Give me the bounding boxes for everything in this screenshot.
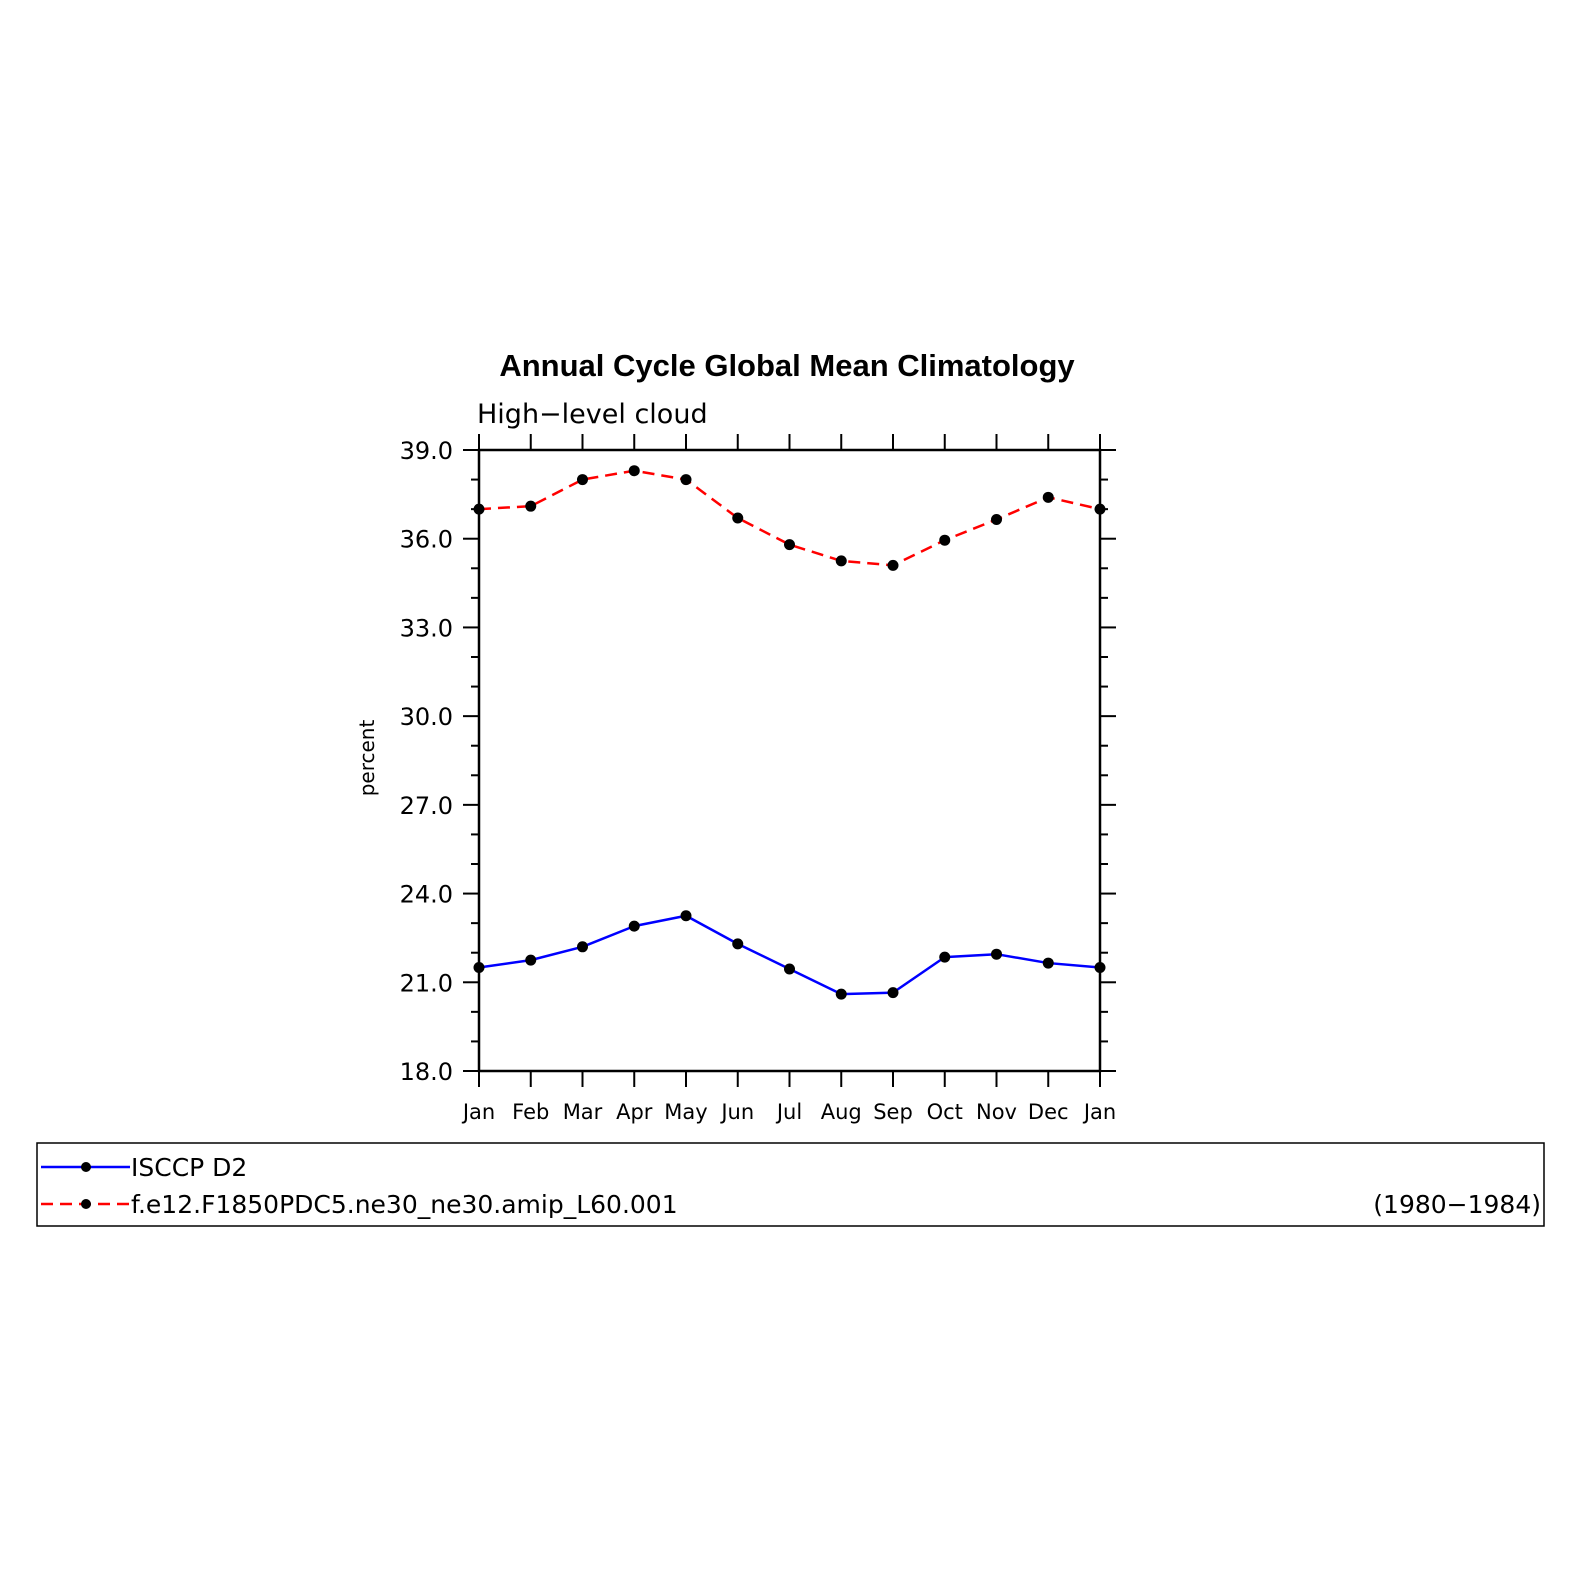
x-axis-ticks: Jan Feb Mar Apr May Jun Jul Aug Sep Oct Nov Dec Jan	[461, 434, 1116, 1124]
data-point	[1042, 957, 1054, 969]
legend-label-model: f.e12.F1850PDC5.ne30_ne30.amip_L60.001	[131, 1190, 678, 1219]
data-point	[835, 988, 847, 1000]
x-tick-label: Nov	[976, 1100, 1017, 1124]
data-point	[525, 954, 537, 966]
chart-title: Annual Cycle Global Mean Climatology	[499, 348, 1075, 383]
y-tick-label: 39.0	[400, 437, 453, 465]
data-point	[732, 512, 744, 524]
data-point	[887, 987, 899, 999]
data-point	[1094, 503, 1106, 515]
x-tick-label: Jul	[775, 1100, 802, 1124]
legend-label-isccp: ISCCP D2	[131, 1153, 247, 1182]
x-tick-label: Sep	[873, 1100, 913, 1124]
data-point	[835, 555, 847, 567]
y-tick-label: 27.0	[400, 792, 453, 820]
legend-marker-model	[81, 1199, 91, 1209]
x-tick-label: Dec	[1028, 1100, 1069, 1124]
chart-subtitle: High−level cloud	[477, 399, 708, 430]
x-tick-label: Aug	[821, 1100, 862, 1124]
x-tick-label: Jan	[461, 1100, 495, 1124]
data-point	[680, 474, 692, 486]
data-point	[939, 951, 951, 963]
y-tick-label: 18.0	[400, 1058, 453, 1086]
data-point	[473, 962, 485, 973]
x-tick-label: May	[664, 1100, 707, 1124]
data-point	[784, 539, 795, 551]
data-point	[577, 941, 588, 953]
x-tick-label: Oct	[927, 1100, 963, 1124]
x-tick-label: Feb	[512, 1100, 549, 1124]
series-layer	[473, 465, 1106, 1000]
data-point	[939, 534, 951, 546]
y-tick-label: 21.0	[400, 969, 453, 997]
y-axis-label: percent	[355, 720, 379, 797]
x-tick-label: Apr	[616, 1100, 653, 1124]
data-point	[473, 503, 485, 515]
data-point	[887, 559, 899, 571]
y-tick-label: 30.0	[400, 703, 453, 731]
data-point	[525, 500, 537, 512]
series-line-0	[478, 914, 1101, 996]
legend-marker-isccp	[81, 1162, 91, 1172]
data-point	[628, 465, 640, 477]
x-tick-label: Jan	[1082, 1100, 1116, 1124]
legend-box	[36, 1142, 1545, 1227]
series-line-1	[478, 469, 1101, 567]
data-point	[1094, 962, 1106, 973]
y-axis-ticks: 18.0 21.0 24.0 27.0 30.0 33.0 36.0 39.0	[400, 437, 1116, 1086]
data-point	[991, 513, 1002, 525]
x-tick-label: Jun	[719, 1100, 754, 1124]
legend-period-note: (1980−1984)	[1373, 1190, 1541, 1219]
y-tick-label: 33.0	[400, 614, 453, 642]
data-point	[680, 910, 692, 922]
y-tick-label: 36.0	[400, 526, 453, 554]
data-point	[1042, 491, 1054, 503]
data-point	[732, 938, 744, 950]
data-point	[577, 474, 588, 486]
x-tick-label: Mar	[563, 1100, 603, 1124]
data-point	[628, 920, 640, 932]
y-tick-label: 24.0	[400, 881, 453, 909]
legend: ISCCP D2 f.e12.F1850PDC5.ne30_ne30.amip_…	[36, 1142, 1545, 1227]
data-point	[991, 948, 1002, 960]
data-point	[784, 963, 795, 975]
